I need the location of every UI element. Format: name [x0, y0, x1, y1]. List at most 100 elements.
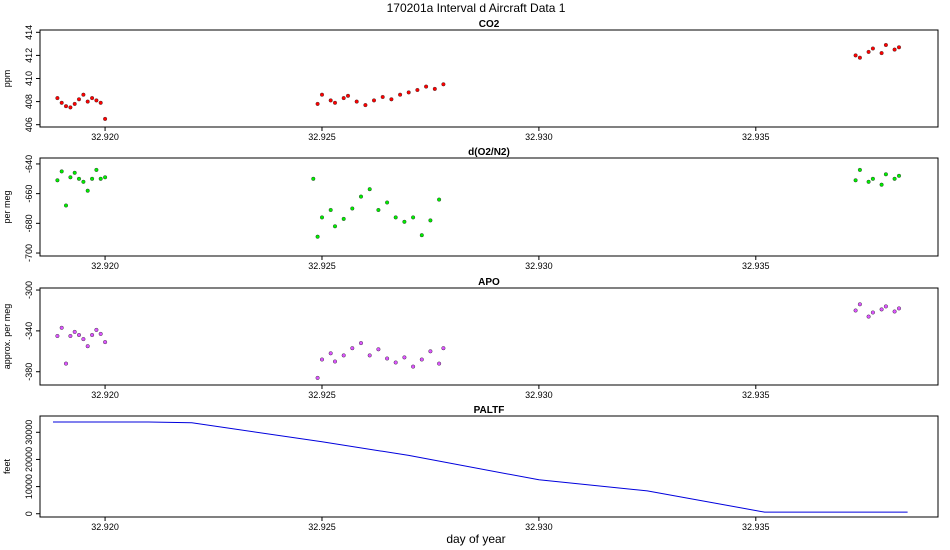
- x-axis-label: day of year: [446, 532, 505, 546]
- data-point: [59, 100, 64, 105]
- data-point: [98, 176, 103, 181]
- data-point: [419, 357, 424, 362]
- y-tick-label: 30000: [24, 420, 34, 445]
- data-point: [68, 334, 73, 339]
- data-point: [892, 309, 897, 314]
- data-point: [346, 93, 351, 98]
- data-point: [333, 224, 338, 229]
- data-point: [428, 349, 433, 354]
- data-point: [870, 176, 875, 181]
- x-tick-label: 32.930: [525, 261, 553, 271]
- x-tick-label: 32.930: [525, 132, 553, 142]
- data-point: [76, 333, 81, 338]
- x-tick-label: 32.925: [308, 390, 336, 400]
- data-point: [883, 172, 888, 177]
- y-axis-label: feet: [2, 458, 12, 474]
- data-point: [432, 86, 437, 91]
- data-point: [320, 357, 325, 362]
- data-point: [866, 314, 871, 319]
- data-point: [419, 233, 424, 238]
- data-point: [85, 344, 90, 349]
- data-point: [63, 203, 68, 208]
- data-point: [367, 187, 372, 192]
- data-point: [853, 53, 858, 58]
- y-tick-label: 412: [24, 48, 34, 63]
- data-point: [315, 234, 320, 239]
- plot-frame: [39, 287, 939, 386]
- data-point: [385, 356, 390, 361]
- data-point: [857, 302, 862, 307]
- x-tick-label: 32.920: [91, 132, 119, 142]
- y-tick-label: -660: [24, 185, 34, 203]
- data-point: [879, 51, 884, 56]
- y-tick-label: 406: [24, 117, 34, 132]
- data-point: [81, 179, 86, 184]
- data-point: [341, 353, 346, 358]
- plot-frame: [39, 415, 939, 518]
- data-point: [393, 360, 398, 365]
- y-axis-label: ppm: [2, 70, 12, 88]
- data-point: [311, 176, 316, 181]
- y-tick-label: -700: [24, 244, 34, 262]
- data-point: [879, 182, 884, 187]
- y-tick-label: -640: [24, 155, 34, 173]
- data-point: [437, 197, 442, 202]
- data-point: [72, 329, 77, 334]
- x-tick-label: 32.935: [742, 390, 770, 400]
- figure-title: 170201a Interval d Aircraft Data 1: [387, 1, 566, 15]
- data-point: [76, 176, 81, 181]
- y-tick-label: -380: [24, 363, 34, 381]
- data-point: [90, 176, 95, 181]
- data-point: [380, 94, 385, 99]
- x-tick-label: 32.930: [525, 390, 553, 400]
- data-point: [883, 43, 888, 48]
- data-point: [406, 90, 411, 95]
- data-point: [437, 361, 442, 366]
- data-point: [402, 219, 407, 224]
- data-point: [367, 353, 372, 358]
- data-point: [72, 170, 77, 175]
- x-tick-label: 32.930: [525, 522, 553, 532]
- data-point: [68, 175, 73, 180]
- data-point: [333, 100, 338, 105]
- panel-title: APO: [478, 277, 500, 288]
- data-point: [892, 47, 897, 52]
- x-tick-label: 32.935: [742, 522, 770, 532]
- data-point: [328, 207, 333, 212]
- panel-title: d(O2/N2): [468, 147, 510, 158]
- series-line: [53, 421, 908, 513]
- data-point: [350, 346, 355, 351]
- data-point: [424, 84, 429, 89]
- data-point: [103, 340, 108, 345]
- data-point: [320, 215, 325, 220]
- plot-frame: [39, 157, 939, 257]
- data-point: [328, 351, 333, 356]
- data-point: [98, 100, 103, 105]
- data-point: [402, 355, 407, 360]
- x-tick-label: 32.920: [91, 522, 119, 532]
- data-point: [359, 194, 364, 199]
- data-point: [897, 45, 902, 50]
- data-point: [866, 49, 871, 54]
- data-point: [428, 218, 433, 223]
- data-point: [870, 310, 875, 315]
- data-point: [441, 82, 446, 87]
- data-point: [81, 92, 86, 97]
- data-point: [879, 307, 884, 312]
- data-point: [376, 347, 381, 352]
- data-point: [853, 178, 858, 183]
- y-tick-label: 408: [24, 94, 34, 109]
- data-point: [385, 200, 390, 205]
- data-point: [68, 105, 73, 110]
- data-point: [393, 215, 398, 220]
- data-point: [359, 341, 364, 346]
- data-point: [376, 207, 381, 212]
- data-point: [341, 216, 346, 221]
- data-point: [853, 308, 858, 313]
- data-point: [333, 359, 338, 364]
- panel-2: d(O2/N2) per meg -700 -680 -660 -640 32.920 32.…: [2, 147, 939, 271]
- data-point: [411, 364, 416, 369]
- data-point: [870, 46, 875, 51]
- data-point: [59, 325, 64, 330]
